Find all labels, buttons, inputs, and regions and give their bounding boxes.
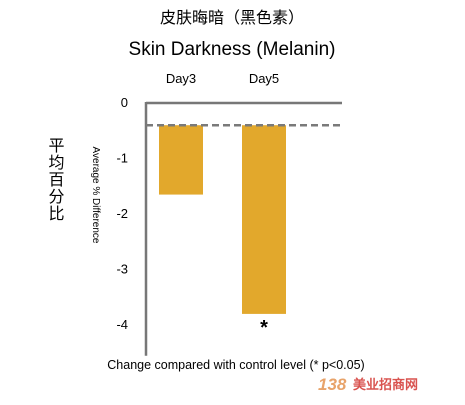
watermark-number: 138: [318, 375, 347, 394]
chart-title-cn: 皮肤晦暗（黑色素）: [160, 8, 304, 27]
bar-day3: [159, 125, 203, 195]
category-label: Day5: [249, 71, 279, 86]
watermark-text: 美业招商网: [353, 377, 418, 393]
axes: [144, 101, 342, 356]
y-tick-label: -2: [116, 206, 128, 221]
category-label: Day3: [166, 71, 196, 86]
x-axis-note: Change compared with control level (* p<…: [107, 358, 364, 372]
watermark: 138 美业招商网: [318, 375, 418, 394]
chart-title: Skin Darkness (Melanin): [129, 39, 336, 60]
y-tick-label: -3: [116, 262, 128, 277]
x-categories: Day3 Day5: [166, 71, 279, 86]
y-axis-label: Average % Difference: [90, 147, 101, 244]
y-tick-label: -1: [116, 151, 128, 166]
bar-day5: [242, 125, 286, 314]
y-axis-label-cn: 平均百分比: [46, 137, 65, 222]
significance-asterisk: *: [260, 317, 268, 339]
y-tick-label: -4: [116, 317, 128, 332]
significance-marks: *: [260, 317, 268, 339]
bars: [159, 125, 286, 314]
y-ticks: 0 -1 -2 -3 -4: [116, 95, 128, 332]
y-tick-label: 0: [121, 95, 128, 110]
